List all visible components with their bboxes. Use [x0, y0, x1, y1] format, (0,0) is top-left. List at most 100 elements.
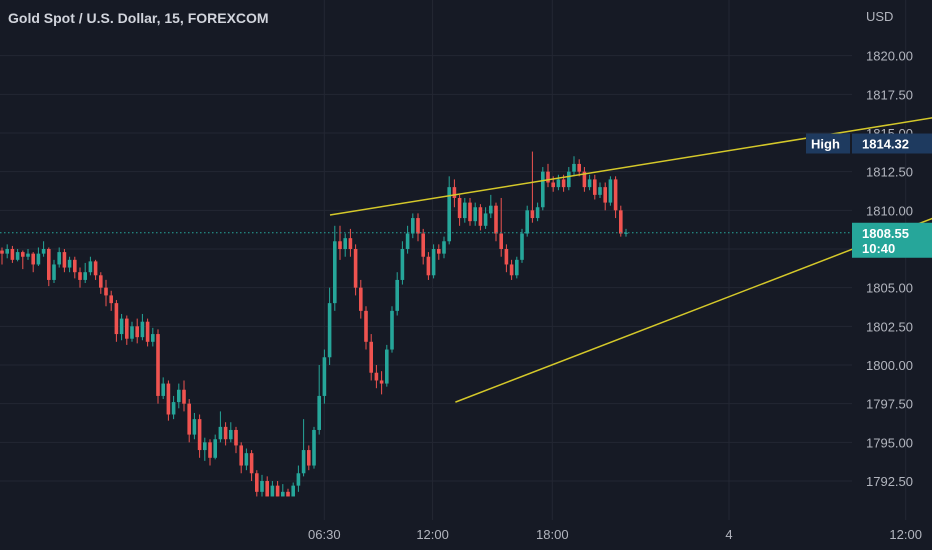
wedge-trendline — [329, 117, 932, 216]
candle-body — [312, 429, 316, 466]
candle-body — [348, 238, 353, 249]
price-tick-label: 1810.00 — [866, 203, 913, 218]
price-tick-label: 1812.50 — [866, 165, 913, 180]
candle-body — [182, 389, 186, 404]
candle-body — [0, 250, 4, 254]
candle-body — [130, 326, 134, 339]
candle-body — [572, 163, 576, 172]
candle-body — [52, 264, 56, 280]
candle-body — [83, 272, 87, 280]
price-tick-label: 1800.00 — [866, 358, 913, 373]
candle-body — [546, 171, 550, 183]
candle-body — [598, 187, 602, 195]
candle-body — [619, 210, 623, 234]
candle-body — [88, 261, 93, 273]
high-label-text: High — [811, 137, 840, 152]
candle-body — [244, 453, 249, 466]
candle-body — [530, 210, 535, 219]
time-tick-label: 4 — [725, 527, 732, 542]
candle-body — [431, 249, 436, 276]
candle-body — [353, 249, 358, 288]
candle-body — [229, 429, 233, 440]
time-tick-label: 18:00 — [536, 527, 569, 542]
last-price-time: 10:40 — [862, 241, 895, 256]
candle-body — [333, 241, 337, 304]
candle-body — [587, 179, 592, 188]
high-label-badge — [806, 133, 850, 154]
candle-body — [291, 485, 295, 497]
candle-body — [73, 259, 77, 273]
candle-body — [317, 395, 321, 430]
candle-body — [608, 179, 613, 203]
candle-body — [62, 252, 67, 268]
candle-body — [203, 442, 207, 451]
candle-body — [223, 426, 228, 440]
price-tick-label: 1797.50 — [866, 397, 913, 412]
candle-body — [327, 303, 332, 358]
candle-body — [515, 259, 519, 276]
candle-body — [109, 295, 113, 304]
candle-body — [57, 252, 61, 265]
trendline-group — [329, 117, 932, 403]
candle-body — [307, 450, 311, 466]
time-tick-label: 12:00 — [416, 527, 449, 542]
candle-body — [255, 473, 259, 492]
candle-body — [218, 426, 223, 440]
candle-body — [452, 187, 457, 198]
price-tick-label: 1795.00 — [866, 435, 913, 450]
candle-body — [145, 321, 150, 342]
candle-body — [405, 233, 410, 249]
candle-body — [509, 264, 514, 276]
candle-body — [166, 383, 171, 415]
candle-body — [426, 256, 431, 276]
candle-body — [385, 349, 389, 384]
last-price-value: 1808.55 — [862, 226, 909, 241]
candle-body — [322, 357, 327, 396]
candle-body — [21, 252, 25, 257]
candle-body — [551, 182, 555, 188]
candle-body — [15, 252, 20, 260]
wedge-trendline — [455, 217, 932, 403]
candle-body — [125, 318, 129, 339]
candle-body — [10, 249, 15, 260]
candle-body — [234, 429, 238, 446]
candle-body — [99, 275, 103, 288]
candle-body — [104, 287, 108, 296]
candle-body — [151, 334, 155, 342]
candle-body — [171, 402, 176, 415]
candle-body — [577, 163, 581, 172]
candle-body — [177, 389, 181, 403]
candle-body — [390, 310, 394, 350]
candle-body — [483, 213, 488, 226]
currency-label: USD — [866, 9, 893, 24]
candle-body — [213, 439, 217, 458]
price-tick-label: 1820.00 — [866, 49, 913, 64]
high-price-value: 1814.32 — [862, 137, 909, 152]
candle-body — [567, 171, 571, 188]
candle-body — [156, 334, 160, 396]
candle-body — [613, 179, 618, 211]
price-tick-label: 1817.50 — [866, 87, 913, 102]
candle-body — [624, 232, 628, 234]
candle-body — [239, 445, 243, 466]
candle-body — [504, 249, 509, 265]
candle-body — [338, 241, 342, 249]
price-tick-label: 1792.50 — [866, 474, 913, 489]
candle-body — [499, 233, 503, 249]
candle-body — [494, 205, 498, 234]
candle-body — [364, 310, 368, 342]
candle-body — [437, 249, 441, 254]
candle-body — [140, 321, 145, 338]
candle-body — [119, 318, 124, 335]
candle-body — [468, 202, 472, 222]
candle-body — [161, 383, 165, 396]
candle-body — [275, 485, 280, 497]
candle-body — [41, 249, 46, 254]
last-price-badge — [852, 222, 932, 258]
candle-body — [556, 179, 561, 188]
chart-title: Gold Spot / U.S. Dollar, 15, FOREXCOM — [8, 10, 269, 26]
price-tick-label: 1802.50 — [866, 319, 913, 334]
